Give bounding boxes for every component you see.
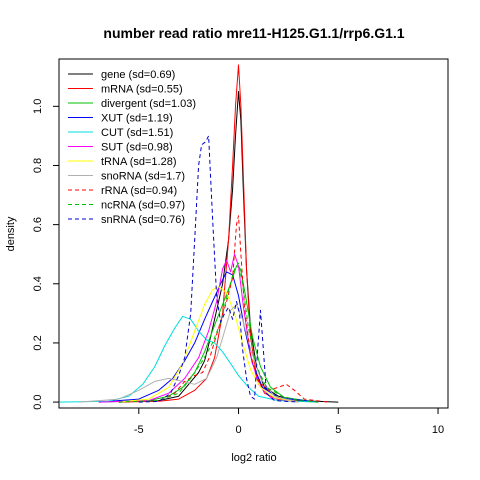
y-tick-label: 0.8 (32, 158, 44, 173)
series-line-2 (98, 265, 319, 403)
y-tick-label: 0.0 (32, 394, 44, 409)
series-line-8 (118, 215, 329, 403)
legend-entry: gene (sd=0.69) (101, 69, 175, 81)
y-tick-label: 1.0 (32, 99, 44, 114)
legend-entry: XUT (sd=1.19) (101, 113, 173, 125)
y-axis-label: density (5, 216, 17, 251)
legend-entry: snRNA (sd=0.76) (101, 214, 185, 226)
x-tick-label: 0 (235, 424, 241, 436)
legend-entry: tRNA (sd=1.28) (101, 156, 177, 168)
x-tick-label: 10 (432, 424, 444, 436)
series-line-10 (138, 135, 299, 403)
y-tick-label: 0.4 (32, 276, 44, 291)
legend: gene (sd=0.69) mRNA (sd=0.55) divergent (s… (68, 69, 196, 226)
x-tick-label: -5 (134, 424, 144, 436)
series-line-9 (118, 262, 319, 403)
y-tick-label: 0.6 (32, 217, 44, 232)
chart-title: number read ratio mre11-H125.G1.1/rrp6.G… (103, 25, 404, 41)
y-tick-label: 0.2 (32, 335, 44, 350)
x-tick-label: 5 (335, 424, 341, 436)
legend-entry: SUT (sd=0.98) (101, 142, 173, 154)
legend-entry: snoRNA (sd=1.7) (101, 171, 185, 183)
y-axis: 0.0 0.2 0.4 0.6 0.8 1.0 (32, 99, 60, 410)
legend-entry: CUT (sd=1.51) (101, 127, 173, 139)
x-axis: -5 0 5 10 (134, 407, 444, 436)
series-line-5 (98, 253, 299, 403)
series-line-3 (98, 271, 319, 403)
legend-entry: divergent (sd=1.03) (101, 98, 196, 110)
legend-entry: ncRNA (sd=0.97) (101, 200, 185, 212)
legend-entry: rRNA (sd=0.94) (101, 185, 177, 197)
x-axis-label: log2 ratio (231, 452, 276, 464)
series-line-7 (78, 304, 299, 403)
series-curves (58, 64, 339, 403)
legend-entry: mRNA (sd=0.55) (101, 84, 183, 96)
